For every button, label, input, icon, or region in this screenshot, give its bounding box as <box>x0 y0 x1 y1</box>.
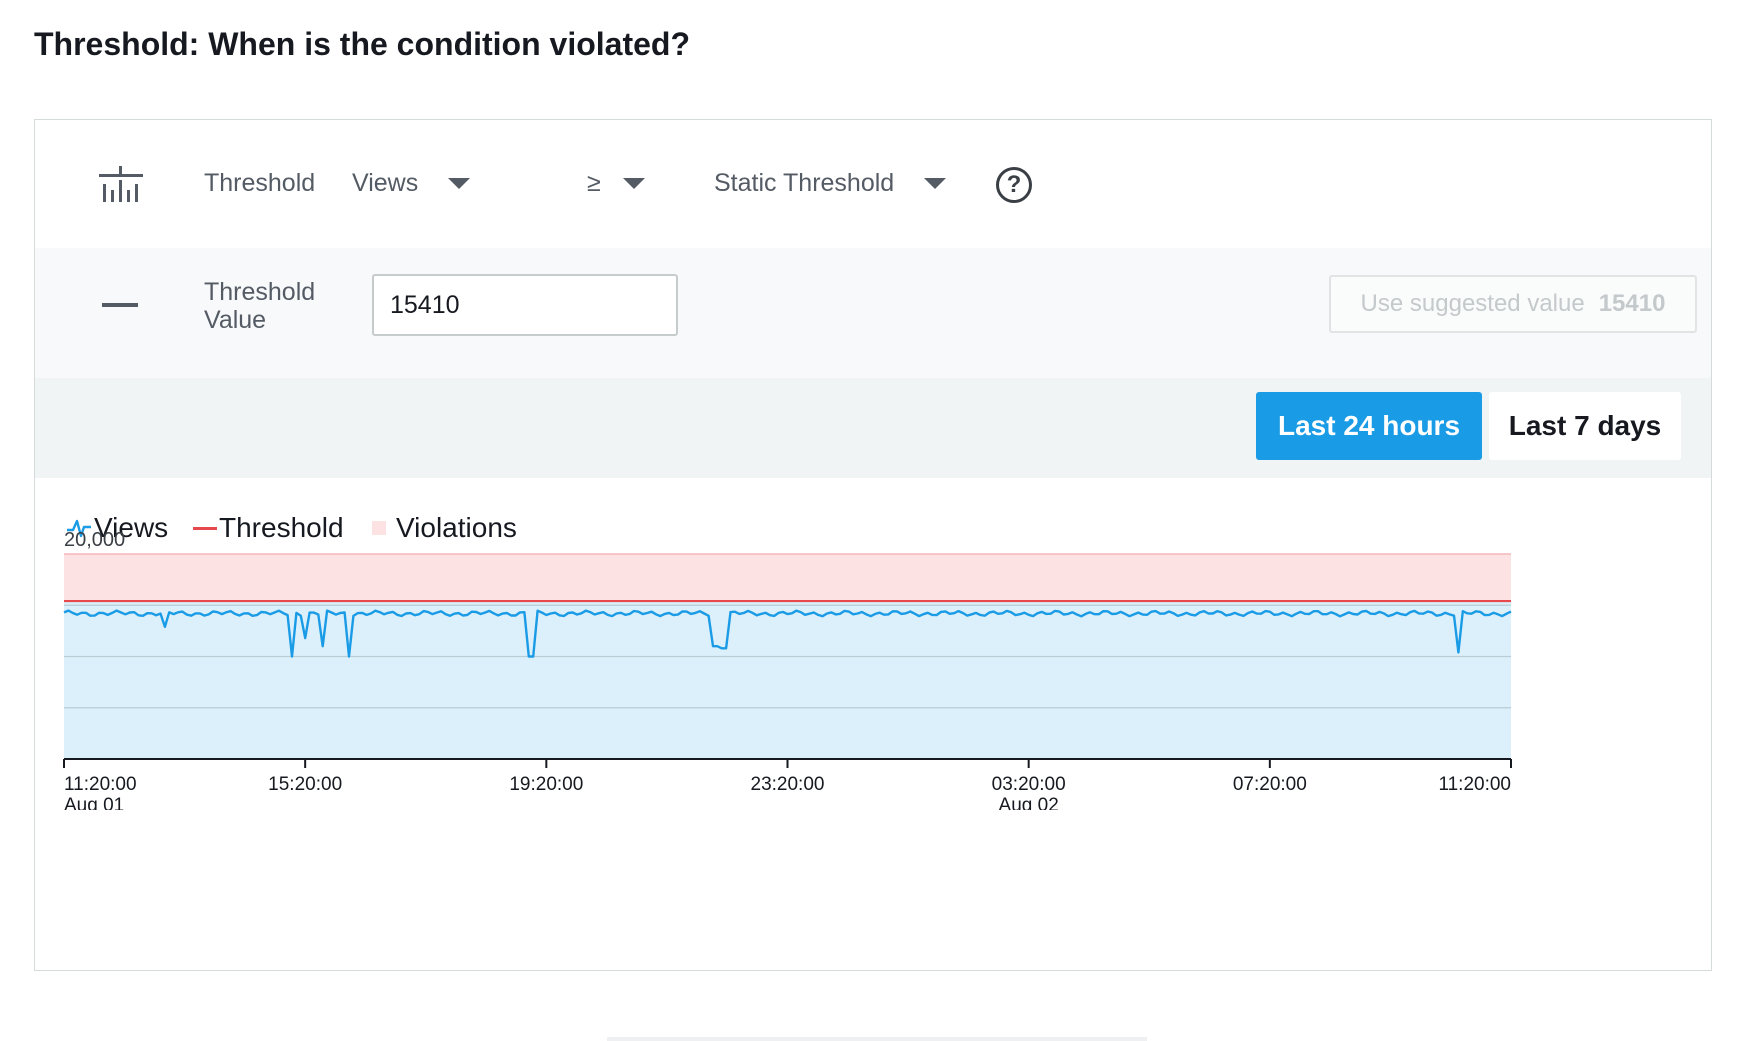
range-last-24-hours-button[interactable]: Last 24 hours <box>1256 392 1482 460</box>
threshold-value-input[interactable] <box>372 274 678 336</box>
x-tick-date-label-0: Aug 01 <box>64 795 124 810</box>
x-tick-label-3: 23:20:00 <box>751 774 825 795</box>
legend-item-threshold[interactable]: Threshold <box>193 508 344 548</box>
caret-down-icon <box>448 178 471 189</box>
x-tick-label-2: 19:20:00 <box>509 774 583 795</box>
threshold-value-label-line1: Threshold <box>204 278 316 306</box>
help-icon[interactable]: ? <box>996 167 1032 203</box>
threshold-line-swatch <box>193 526 217 530</box>
threshold-value-label-line2: Value <box>204 306 267 334</box>
threshold-line-icon <box>102 303 138 307</box>
metric-dropdown-value: Views <box>352 169 419 197</box>
use-suggested-value-button[interactable]: Use suggested value 15410 <box>1329 275 1697 333</box>
legend-label-views: Views <box>94 512 169 543</box>
violations-swatch <box>372 521 386 535</box>
operator-dropdown-value: ≥ <box>587 169 601 197</box>
legend-label-violations: Violations <box>396 512 517 543</box>
bar-chart-icon <box>99 166 143 202</box>
condition-row: Threshold Views ≥ Static Threshold ? <box>35 120 1711 249</box>
operator-dropdown[interactable]: ≥ <box>587 169 645 198</box>
suggested-value-number: 15410 <box>1598 290 1666 317</box>
threshold-type-dropdown-value: Static Threshold <box>714 169 895 197</box>
x-tick-label-6: 11:20:00 <box>1438 774 1511 795</box>
bottom-scroll-hint <box>607 1037 1147 1041</box>
x-tick-label-1: 15:20:00 <box>268 774 342 795</box>
caret-down-icon <box>622 178 645 189</box>
series-area-fill <box>64 601 1511 759</box>
y-axis-max-label: 20,000 <box>64 529 125 551</box>
threshold-type-dropdown[interactable]: Static Threshold <box>714 169 947 198</box>
suggested-value-label: Use suggested value <box>1360 290 1585 317</box>
legend-label-threshold: Threshold <box>219 512 344 543</box>
views-series-icon <box>67 519 91 538</box>
metric-dropdown[interactable]: Views <box>352 169 471 198</box>
legend-item-violations[interactable]: Violations <box>372 508 517 548</box>
condition-panel: Threshold Views ≥ Static Threshold ? Thr… <box>34 119 1712 971</box>
views-series-line <box>63 609 1512 658</box>
legend-item-views[interactable]: Views <box>66 508 168 548</box>
x-tick-date-label-4: Aug 02 <box>999 795 1059 810</box>
threshold-type-label: Threshold <box>204 169 316 197</box>
violation-region <box>64 554 1511 602</box>
range-last-7-days-button[interactable]: Last 7 days <box>1489 392 1681 460</box>
x-tick-label-5: 07:20:00 <box>1233 774 1307 795</box>
x-tick-label-0: 11:20:00 <box>64 774 137 795</box>
page-title: Threshold: When is the condition violate… <box>34 26 690 62</box>
caret-down-icon <box>924 178 947 189</box>
x-tick-label-4: 03:20:00 <box>992 774 1066 795</box>
threshold-value-label: Threshold Value <box>204 278 315 334</box>
